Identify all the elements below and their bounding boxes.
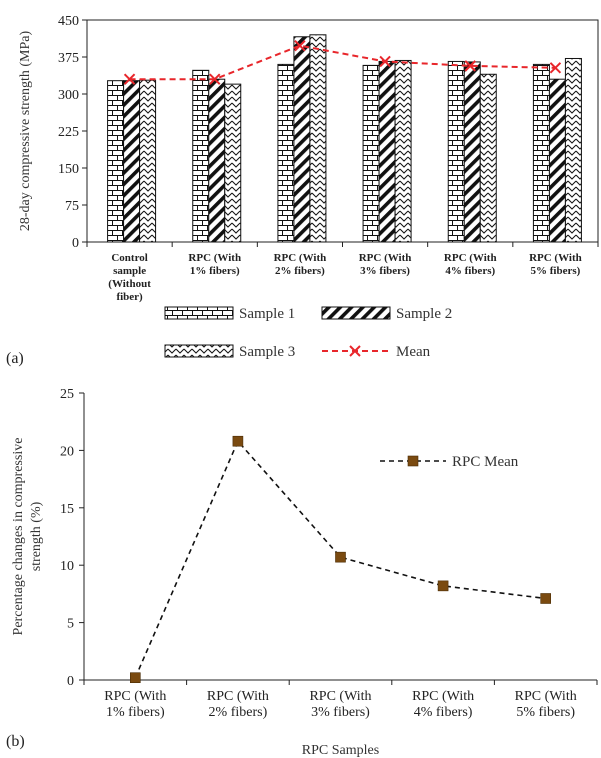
bar-sample-1 [362, 64, 380, 243]
mean-line [129, 44, 556, 81]
y-tick-label: 375 [58, 51, 79, 66]
bar-sample-1 [277, 63, 295, 243]
y-axis-title: Percentage changes in compressive [11, 438, 26, 636]
bar-sample-3 [224, 83, 242, 243]
x-category-label: RPC (With [207, 689, 269, 704]
legend-label: Mean [396, 344, 431, 360]
bar-sample-3 [309, 34, 327, 243]
x-category-label: 1% fibers) [190, 265, 240, 277]
y-tick-label: 20 [60, 444, 74, 459]
y-tick-label: 75 [65, 199, 79, 214]
y-tick-label: 150 [58, 162, 79, 177]
legend-label: Sample 3 [239, 344, 295, 360]
legend-label: Sample 1 [239, 306, 295, 322]
x-category-label: RPC (With [188, 252, 241, 264]
bar-sample-2 [293, 36, 311, 243]
mean-point [464, 60, 476, 72]
panel-a: 0 75 150 225 300 375 450 Controlsample(Withoutf… [6, 14, 599, 367]
x-category-label: 5% fibers) [531, 265, 581, 277]
bar-sample-2 [378, 60, 396, 243]
x-category-label: 1% fibers) [106, 705, 165, 720]
legend-swatch [164, 344, 234, 358]
x-category-label: RPC (With [274, 252, 327, 264]
x-category-label: 3% fibers) [360, 265, 410, 277]
x-category-label: RPC (With [529, 252, 582, 264]
series-line-rpc-mean [134, 439, 546, 679]
mean-point [123, 73, 136, 85]
bar-sample-3 [139, 79, 157, 243]
x-category-label: sample [113, 265, 146, 277]
x-category-label: RPC (With [444, 252, 497, 264]
bar-sample-1 [192, 69, 210, 243]
x-axis-title: RPC Samples [302, 743, 379, 758]
legend-swatch [321, 306, 391, 320]
plot-area-border [86, 19, 599, 243]
data-point-rpc-mean [335, 551, 346, 563]
x-category-label: 2% fibers) [275, 265, 325, 277]
x-category-label: RPC (With [309, 689, 371, 704]
x-category-label: RPC (With [359, 252, 412, 264]
mean-point [549, 62, 562, 74]
bar-sample-2 [548, 78, 566, 243]
x-category-label: 5% fibers) [516, 705, 575, 720]
panel-label-b: (b) [6, 733, 25, 750]
legend-swatch [164, 306, 234, 320]
bar-sample-3 [564, 57, 582, 243]
x-category-label: RPC (With [412, 689, 474, 704]
x-category-label: RPC (With [104, 689, 166, 704]
x-category-label: 4% fibers) [414, 705, 473, 720]
y-tick-label: 0 [72, 236, 79, 251]
panel-label-a: (a) [6, 350, 24, 367]
mean-point [209, 73, 221, 85]
y-tick-label: 0 [67, 674, 74, 689]
bar-sample-2 [208, 78, 226, 243]
bar-sample-2 [463, 61, 481, 243]
legend-marker [407, 455, 419, 467]
data-point-rpc-mean [540, 593, 552, 604]
bar-sample-1 [447, 60, 465, 243]
legend-label: RPC Mean [452, 454, 519, 470]
bar-sample-1 [532, 63, 550, 243]
y-tick-label: 15 [60, 502, 74, 517]
x-category-label: fiber) [116, 291, 143, 303]
data-point-rpc-mean [130, 672, 141, 684]
y-tick-label: 225 [58, 125, 79, 140]
legend-mean-marker [349, 345, 361, 357]
y-tick-label: 450 [58, 14, 79, 29]
x-category-label: 2% fibers) [209, 705, 268, 720]
bar-sample-3 [394, 59, 412, 243]
bar-sample-2 [123, 80, 141, 243]
y-tick-label: 5 [67, 617, 74, 632]
y-axis-title: 28-day compressive strength (MPa) [18, 31, 33, 232]
y-tick-label: 10 [60, 559, 74, 574]
x-category-label: RPC (With [515, 689, 577, 704]
y-tick-label: 300 [58, 88, 79, 103]
x-category-label: 3% fibers) [311, 705, 370, 720]
mean-point [294, 39, 306, 52]
data-point-rpc-mean [232, 435, 244, 447]
mean-point [379, 55, 391, 68]
x-category-label: (Without [108, 278, 151, 290]
x-category-label: 4% fibers) [445, 265, 495, 277]
legend-label: Sample 2 [396, 306, 452, 322]
data-point-rpc-mean [437, 580, 449, 592]
y-axis-title: strength (%) [29, 501, 44, 571]
y-tick-label: 25 [60, 387, 74, 402]
bar-sample-1 [107, 80, 125, 243]
x-category-label: Control [111, 252, 147, 264]
bar-sample-3 [479, 73, 497, 243]
